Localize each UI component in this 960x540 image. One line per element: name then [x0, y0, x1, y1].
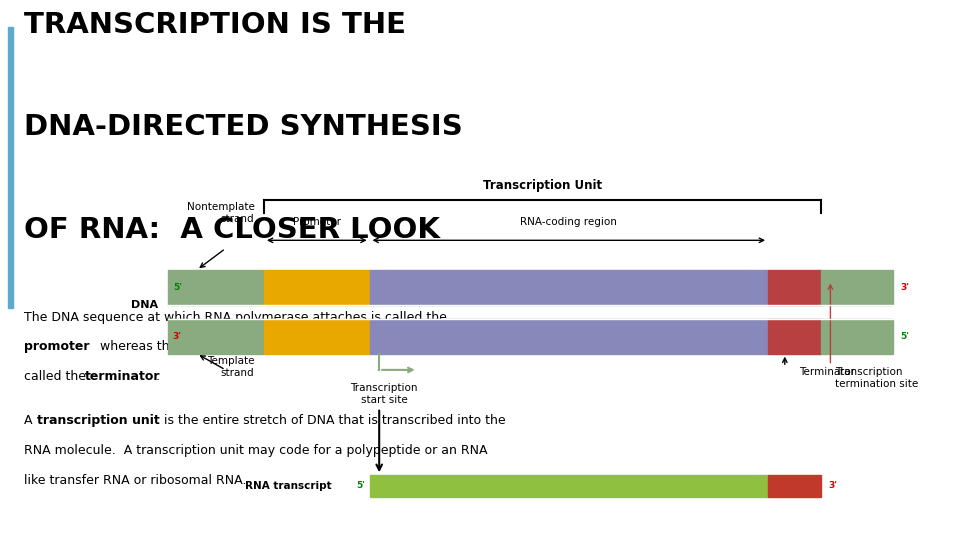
Text: Terminator: Terminator — [799, 367, 855, 377]
Text: Template
strand: Template strand — [207, 356, 254, 378]
Text: transcription unit: transcription unit — [37, 415, 160, 428]
Text: Transcription
start site: Transcription start site — [350, 383, 418, 405]
Bar — [168, 319, 264, 354]
Text: .: . — [156, 370, 159, 383]
Text: terminator: terminator — [84, 370, 160, 383]
Bar — [768, 475, 821, 497]
Text: whereas the DNA sequence that signals the end of transcription is: whereas the DNA sequence that signals th… — [96, 340, 516, 353]
Text: A: A — [24, 415, 36, 428]
Text: 5': 5' — [173, 283, 181, 292]
Text: RNA transcript: RNA transcript — [245, 481, 331, 491]
Bar — [821, 270, 893, 305]
Text: TRANSCRIPTION IS THE: TRANSCRIPTION IS THE — [24, 11, 406, 39]
Bar — [264, 319, 370, 354]
Bar — [264, 270, 370, 305]
Text: RNA molecule.  A transcription unit may code for a polypeptide or an RNA: RNA molecule. A transcription unit may c… — [24, 444, 488, 457]
Text: 3': 3' — [173, 332, 181, 341]
Text: Transcription Unit: Transcription Unit — [483, 179, 602, 192]
Bar — [768, 319, 821, 354]
Text: The DNA sequence at which RNA polymerase attaches is called the: The DNA sequence at which RNA polymerase… — [24, 310, 446, 323]
Text: Promoter: Promoter — [293, 217, 341, 227]
Text: Nontemplate
strand: Nontemplate strand — [186, 202, 254, 224]
Text: RNA-coding region: RNA-coding region — [520, 217, 617, 227]
Text: 3': 3' — [828, 482, 837, 490]
Text: Transcription
termination site: Transcription termination site — [835, 367, 919, 389]
Text: is the entire stretch of DNA that is transcribed into the: is the entire stretch of DNA that is tra… — [160, 415, 506, 428]
Text: DNA: DNA — [132, 300, 158, 310]
Bar — [370, 270, 768, 305]
Bar — [821, 319, 893, 354]
Bar — [168, 270, 264, 305]
Text: 3': 3' — [900, 283, 909, 292]
Text: 5': 5' — [900, 332, 909, 341]
Text: 5': 5' — [356, 482, 365, 490]
Text: OF RNA:  A CLOSER LOOK: OF RNA: A CLOSER LOOK — [24, 216, 440, 244]
Bar — [768, 270, 821, 305]
Text: like transfer RNA or ribosomal RNA.: like transfer RNA or ribosomal RNA. — [24, 474, 247, 487]
Bar — [8, 27, 13, 308]
Bar — [370, 475, 768, 497]
Text: promoter: promoter — [24, 340, 89, 353]
Bar — [370, 319, 768, 354]
Text: called the: called the — [24, 370, 90, 383]
Text: DNA-DIRECTED SYNTHESIS: DNA-DIRECTED SYNTHESIS — [24, 113, 463, 141]
